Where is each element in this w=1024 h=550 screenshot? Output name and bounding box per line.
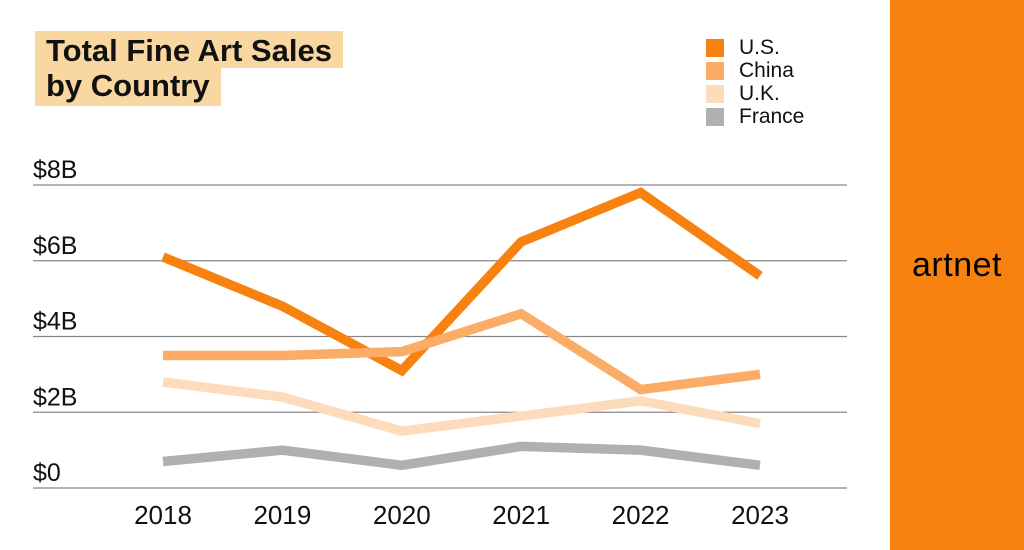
legend-swatch [706,108,724,126]
legend-item-china: China [706,59,804,82]
legend-swatch [706,62,724,80]
legend-label: France [739,105,805,128]
y-axis-tick-label: $6B [33,232,77,260]
y-axis-tick-label: $8B [33,156,77,184]
chart-title: Total Fine Art Sales by Country [35,31,343,106]
x-axis-year-label: 2020 [373,500,431,530]
legend-swatch [706,85,724,103]
y-axis-tick-label: $0 [33,459,61,487]
chart-title-line2: by Country [35,68,221,106]
legend-swatch [706,39,724,57]
brand-logo-artnet: artnet [912,246,1002,284]
line-series-us [161,187,763,377]
x-axis-year-label: 2018 [134,500,192,530]
line-chart: $8B $6B $4B $2B $0 2018 2019 2020 2021 2022 2023 [33,156,847,530]
x-axis-year-label: 2019 [253,500,311,530]
legend-label: U.K. [739,82,780,105]
chart-title-line1: Total Fine Art Sales [35,31,343,68]
y-axis-tick-label: $4B [33,308,77,336]
x-axis-year-label: 2023 [731,500,789,530]
brand-sidebar: artnet [890,0,1024,550]
x-axis-year-label: 2021 [492,500,550,530]
y-axis-tick-label: $2B [33,383,77,411]
line-series-france [162,441,761,471]
legend-label: U.S. [739,36,780,59]
line-series-china [163,308,761,395]
legend-item-uk: U.K. [706,82,804,105]
legend-label: China [739,59,794,82]
legend-item-france: France [706,105,805,128]
line-series-uk [162,377,761,437]
legend-item-us: U.S. [706,36,804,59]
chart-legend: U.S. China U.K. France [706,36,805,131]
x-axis-year-label: 2022 [612,500,670,530]
